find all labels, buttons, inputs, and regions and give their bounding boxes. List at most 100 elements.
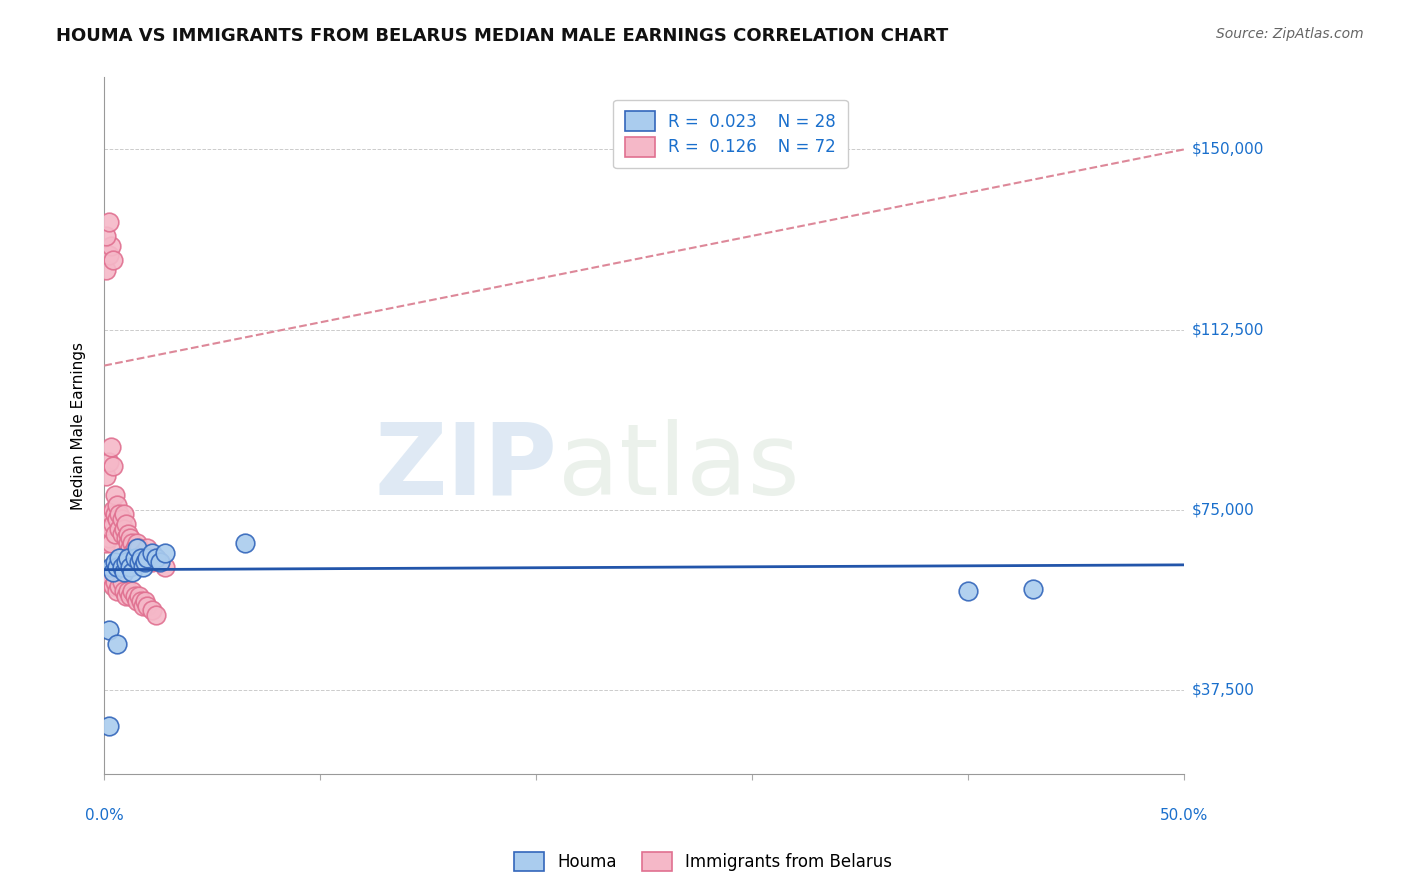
Point — [97, 516, 120, 531]
Point — [121, 536, 143, 550]
Point — [141, 556, 163, 570]
Point — [96, 536, 118, 550]
Point — [101, 502, 124, 516]
Point — [117, 526, 139, 541]
Point — [104, 508, 127, 522]
Point — [125, 536, 148, 550]
Point — [104, 556, 127, 570]
Point — [108, 550, 131, 565]
Point — [124, 550, 146, 565]
Point — [104, 526, 127, 541]
Point — [153, 560, 176, 574]
Point — [124, 541, 146, 555]
Point — [145, 550, 167, 565]
Point — [101, 516, 124, 531]
Point — [97, 455, 120, 469]
Point — [112, 508, 135, 522]
Point — [120, 589, 142, 603]
Point — [120, 541, 142, 555]
Point — [115, 556, 138, 570]
Point — [134, 594, 156, 608]
Point — [115, 532, 138, 546]
Point — [132, 546, 155, 560]
Point — [134, 556, 156, 570]
Text: Source: ZipAtlas.com: Source: ZipAtlas.com — [1216, 27, 1364, 41]
Text: $37,500: $37,500 — [1192, 682, 1256, 698]
Point — [97, 532, 120, 546]
Point — [105, 560, 128, 574]
Point — [153, 546, 176, 560]
Y-axis label: Median Male Earnings: Median Male Earnings — [72, 342, 86, 509]
Point — [138, 550, 160, 565]
Point — [121, 546, 143, 560]
Point — [97, 623, 120, 637]
Point — [100, 536, 122, 550]
Point — [97, 719, 120, 733]
Point — [136, 541, 159, 555]
Point — [129, 550, 152, 565]
Text: $75,000: $75,000 — [1192, 502, 1254, 517]
Point — [105, 637, 128, 651]
Point — [233, 536, 256, 550]
Point — [149, 556, 172, 570]
Point — [121, 565, 143, 579]
Point — [136, 599, 159, 613]
Point — [100, 440, 122, 454]
Point — [110, 512, 132, 526]
Point — [101, 459, 124, 474]
Point — [96, 228, 118, 243]
Point — [115, 516, 138, 531]
Legend: Houma, Immigrants from Belarus: Houma, Immigrants from Belarus — [506, 843, 900, 880]
Point — [120, 560, 142, 574]
Point — [125, 546, 148, 560]
Point — [105, 584, 128, 599]
Point — [108, 522, 131, 536]
Point — [110, 560, 132, 574]
Point — [97, 214, 120, 228]
Text: ZIP: ZIP — [375, 419, 558, 516]
Point — [132, 560, 155, 574]
Text: atlas: atlas — [558, 419, 799, 516]
Text: $150,000: $150,000 — [1192, 142, 1264, 157]
Point — [124, 589, 146, 603]
Point — [112, 522, 135, 536]
Point — [149, 556, 172, 570]
Point — [101, 252, 124, 267]
Point — [96, 262, 118, 277]
Point — [124, 550, 146, 565]
Point — [108, 579, 131, 593]
Point — [100, 560, 122, 574]
Point — [121, 584, 143, 599]
Legend: R =  0.023    N = 28, R =  0.126    N = 72: R = 0.023 N = 28, R = 0.126 N = 72 — [613, 100, 848, 169]
Point — [136, 550, 159, 565]
Point — [100, 238, 122, 252]
Point — [120, 532, 142, 546]
Point — [96, 469, 118, 483]
Point — [100, 508, 122, 522]
Point — [101, 579, 124, 593]
Point — [104, 488, 127, 502]
Point — [115, 589, 138, 603]
Point — [128, 589, 150, 603]
Point — [141, 603, 163, 617]
Point — [132, 599, 155, 613]
Point — [134, 550, 156, 565]
Point — [128, 556, 150, 570]
Point — [104, 574, 127, 589]
Point — [128, 541, 150, 555]
Point — [145, 550, 167, 565]
Point — [112, 584, 135, 599]
Point — [129, 594, 152, 608]
Text: HOUMA VS IMMIGRANTS FROM BELARUS MEDIAN MALE EARNINGS CORRELATION CHART: HOUMA VS IMMIGRANTS FROM BELARUS MEDIAN … — [56, 27, 949, 45]
Point — [129, 550, 152, 565]
Point — [97, 248, 120, 262]
Text: 0.0%: 0.0% — [84, 808, 124, 823]
Point — [105, 512, 128, 526]
Point — [117, 536, 139, 550]
Point — [125, 541, 148, 555]
Point — [101, 565, 124, 579]
Point — [145, 608, 167, 623]
Point — [105, 498, 128, 512]
Point — [125, 594, 148, 608]
Point — [108, 508, 131, 522]
